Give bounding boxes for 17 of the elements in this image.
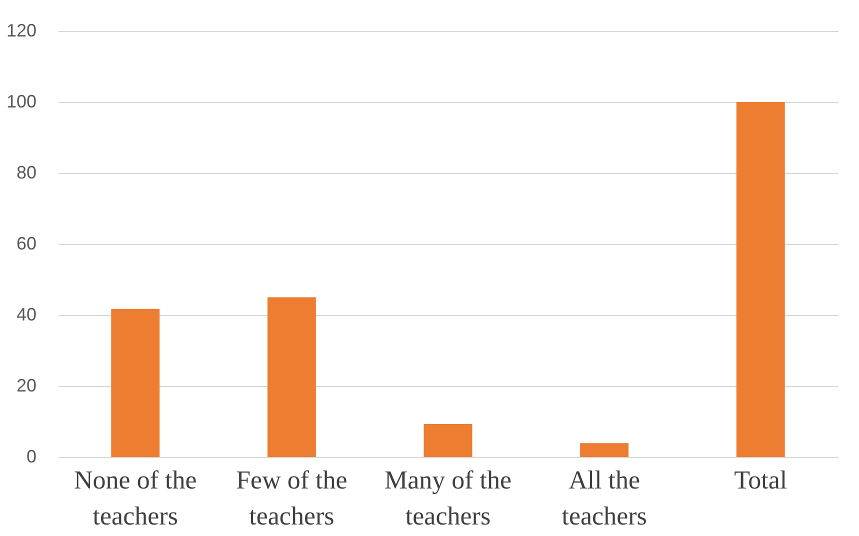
bar [267,297,316,457]
x-tick-label: Few of the teachers [236,466,348,530]
bar [111,308,160,457]
y-tick-label: 20 [16,376,36,396]
y-tick-label: 80 [16,162,36,182]
bar [424,424,472,457]
bar [736,102,785,457]
y-tick-label: 40 [16,304,36,324]
y-tick-label: 0 [26,446,36,466]
x-tick-label: None of the teachers [74,466,197,530]
x-tick-label: All the teachers [562,466,647,530]
bar [580,443,629,457]
x-tick-label: Many of the teachers [384,466,512,530]
y-tick-label: 120 [6,20,36,40]
y-tick-label: 100 [6,92,36,112]
y-tick-label: 60 [16,234,36,254]
x-tick-label: Total [734,466,788,494]
